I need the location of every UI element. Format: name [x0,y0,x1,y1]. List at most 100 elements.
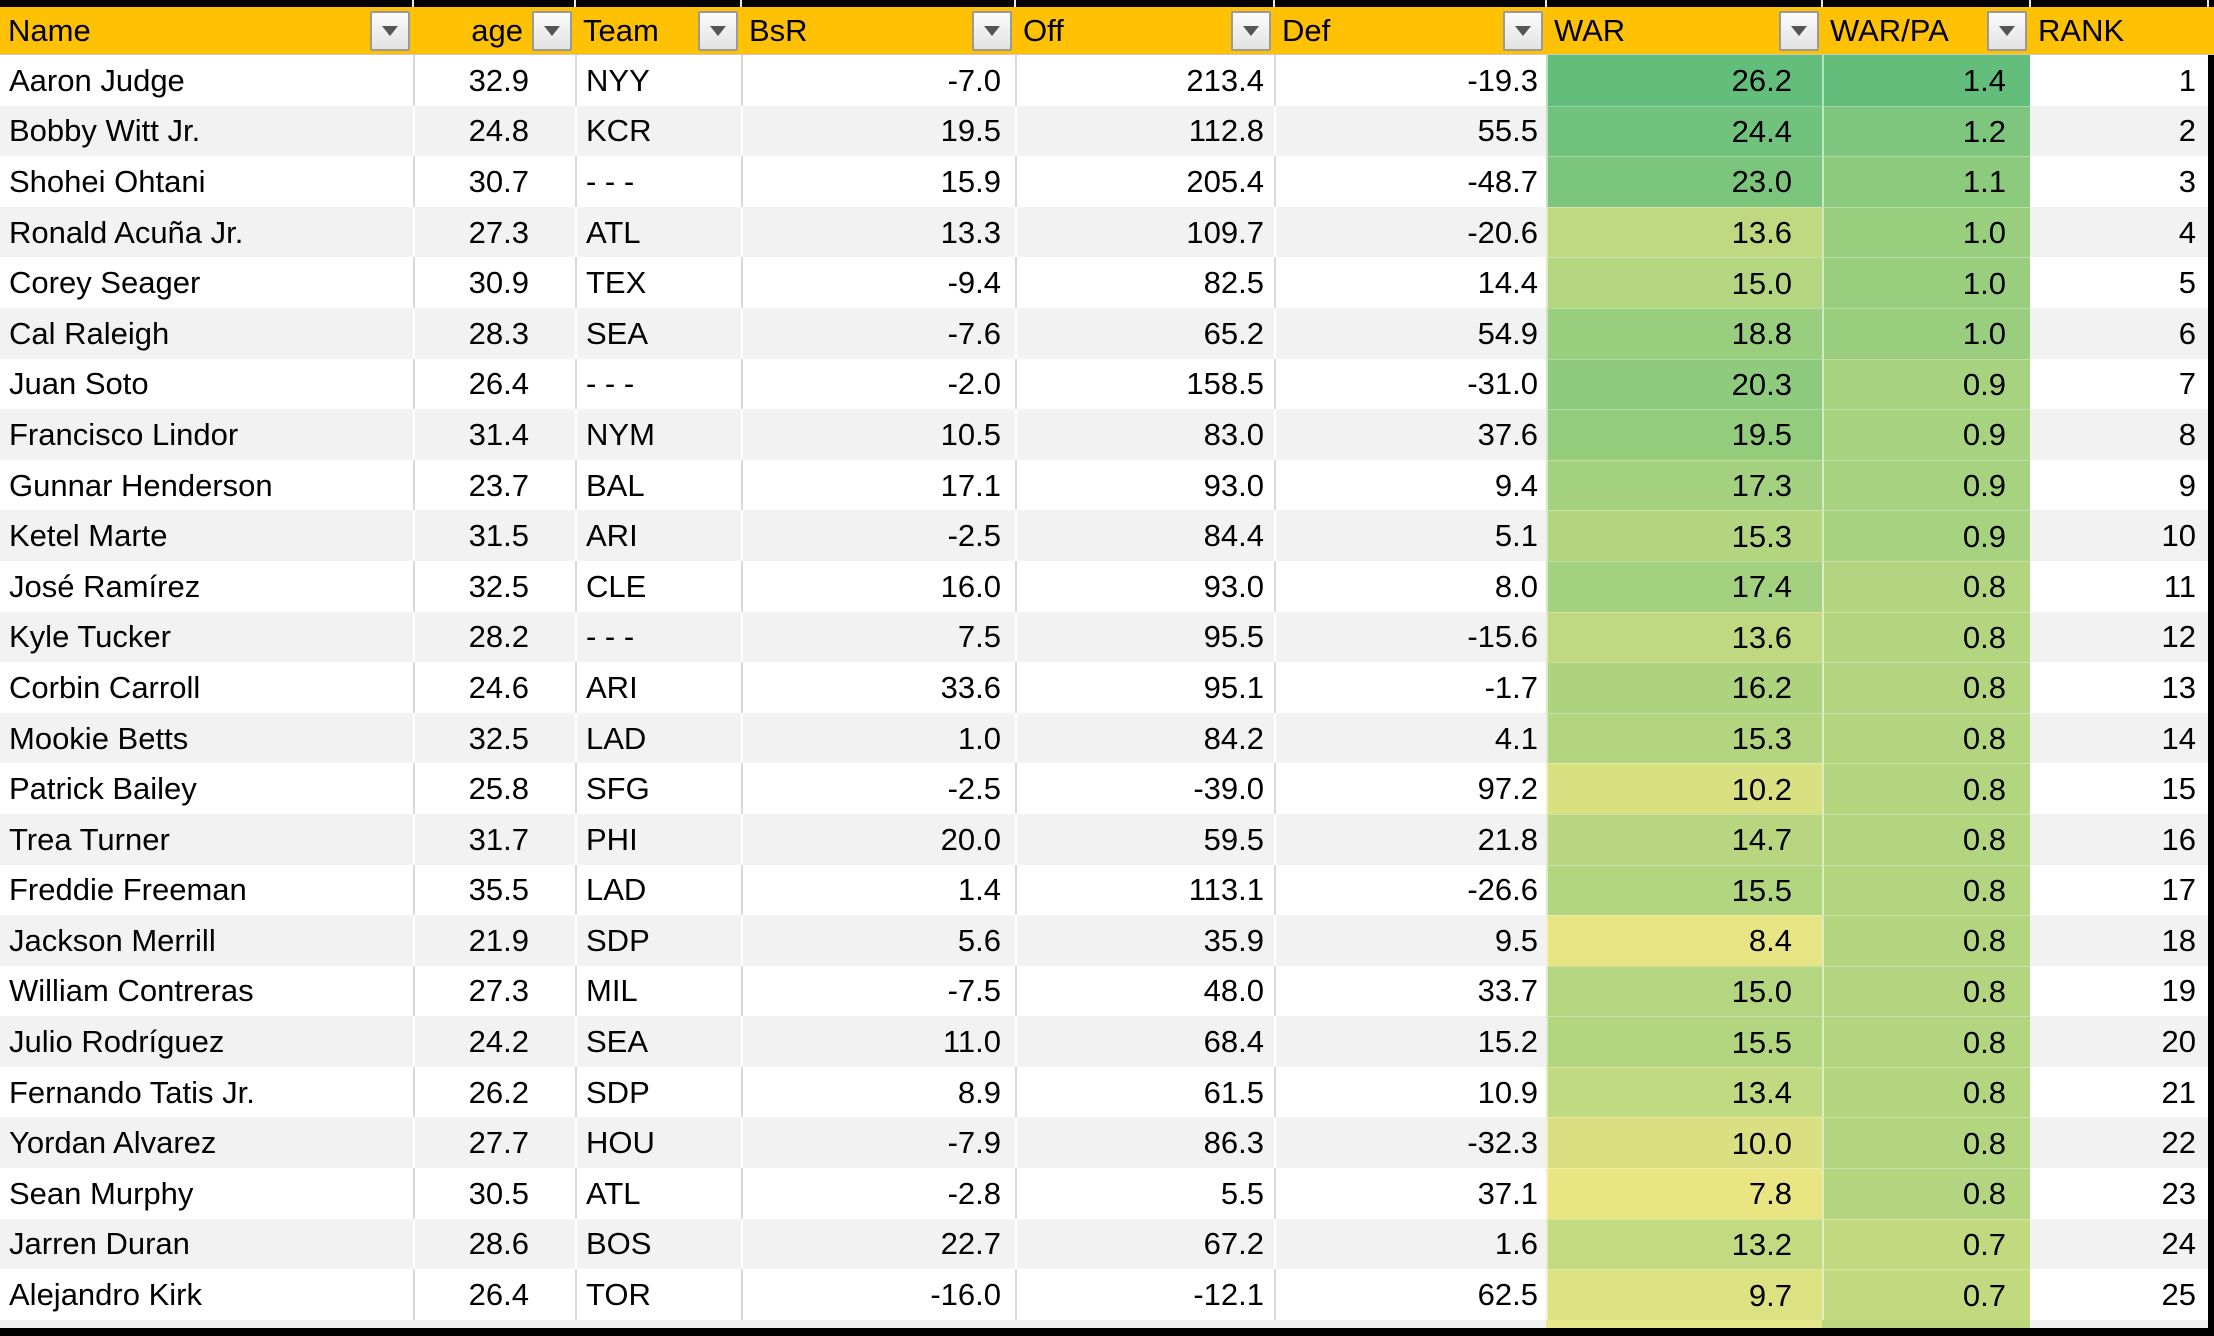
cell-bsr[interactable]: 16.0 [741,560,1015,612]
cell-bsr[interactable]: -2.8 [741,1168,1015,1219]
cell-bsr[interactable]: 19.5 [741,105,1015,157]
cell-name[interactable]: Mookie Betts [9,720,189,756]
cell-war[interactable]: 7.8 [1546,1168,1822,1219]
cell-off[interactable]: 93.0 [1015,560,1274,612]
cell-rank[interactable]: 10 [2161,518,2196,554]
cell-team[interactable]: BAL [575,459,741,511]
cell-team[interactable]: NYY [575,55,741,106]
header-cell-name[interactable]: Name [0,7,413,54]
cell-war[interactable]: 26.2 [1546,55,1822,106]
cell-war[interactable]: 8.4 [1546,915,1822,966]
cell-bsr[interactable]: -7.9 [741,1117,1015,1169]
cell-name[interactable]: Patrick Bailey [9,771,197,807]
filter-button-name[interactable] [370,10,410,51]
cell-def[interactable]: 21.8 [1274,813,1546,865]
cell-off[interactable]: 158.5 [1015,358,1274,410]
cell-name[interactable]: Yordan Alvarez [9,1125,217,1161]
cell-bsr[interactable]: -2.5 [741,763,1015,814]
cell-war[interactable]: 15.5 [1546,1016,1822,1067]
filter-button-team[interactable] [698,10,738,51]
cell-rank[interactable]: 2 [2178,113,2196,149]
cell-team[interactable]: SFG [575,763,741,814]
cell-def[interactable]: 8.0 [1274,560,1546,612]
cell-name[interactable]: Freddie Freeman [9,872,247,908]
cell-def[interactable]: 37.1 [1274,1168,1546,1219]
cell-war[interactable]: 13.6 [1546,206,1822,258]
cell-war_pa[interactable]: 0.8 [1822,712,2030,764]
cell-off[interactable]: 83.0 [1015,409,1274,460]
cell-team[interactable]: ATL [575,206,741,258]
cell-def[interactable]: 10.9 [1274,1066,1546,1118]
cell-war[interactable]: 18.8 [1546,307,1822,359]
cell-war[interactable]: 23.0 [1546,156,1822,207]
cell-rank[interactable]: 5 [2178,265,2196,301]
cell-rank[interactable]: 16 [2161,821,2196,857]
cell-age[interactable]: 31.7 [413,813,575,865]
cell-off[interactable]: 109.7 [1015,206,1274,258]
cell-def[interactable]: -1.7 [1274,662,1546,713]
cell-rank[interactable]: 21 [2161,1074,2196,1110]
cell-war[interactable]: 10.0 [1546,1117,1822,1169]
cell-age[interactable]: 27.7 [413,1117,575,1169]
cell-war[interactable]: 15.0 [1546,965,1822,1017]
filter-button-war[interactable] [1779,10,1819,51]
cell-age[interactable]: 31.4 [413,409,575,460]
cell-rank[interactable]: 4 [2178,214,2196,250]
cell-war_pa[interactable]: 0.8 [1822,1066,2030,1118]
filter-button-off[interactable] [1231,10,1271,51]
cell-bsr[interactable]: 5.6 [741,915,1015,966]
cell-name[interactable]: Alejandro Kirk [9,1277,202,1313]
header-cell-war[interactable]: WAR [1546,7,1822,54]
cell-team[interactable]: ARI [575,510,741,561]
cell-age[interactable]: 23.7 [413,459,575,511]
cell-war_pa[interactable]: 1.2 [1822,105,2030,157]
cell-off[interactable]: 59.5 [1015,813,1274,865]
cell-team[interactable]: ARI [575,662,741,713]
cell-war[interactable]: 13.2 [1546,1218,1822,1270]
cell-off[interactable]: 112.8 [1015,105,1274,157]
cell-bsr[interactable]: 10.5 [741,409,1015,460]
cell-war_pa[interactable]: 0.7 [1822,1269,2030,1320]
cell-war[interactable]: 10.2 [1546,763,1822,814]
cell-age[interactable]: 27.3 [413,206,575,258]
cell-war_pa[interactable]: 0.9 [1822,459,2030,511]
cell-def[interactable]: -26.6 [1274,864,1546,916]
header-cell-bsr[interactable]: BsR [741,7,1015,54]
cell-rank[interactable]: 7 [2178,366,2196,402]
cell-bsr[interactable]: 20.0 [741,813,1015,865]
cell-team[interactable]: HOU [575,1117,741,1169]
cell-def[interactable]: -32.3 [1274,1117,1546,1169]
cell-rank[interactable]: 23 [2161,1175,2196,1211]
cell-team[interactable]: SDP [575,915,741,966]
cell-age[interactable]: 35.5 [413,864,575,916]
cell-rank[interactable]: 11 [2163,568,2196,604]
cell-def[interactable]: -31.0 [1274,358,1546,410]
cell-off[interactable]: 113.1 [1015,864,1274,916]
cell-team[interactable]: LAD [575,712,741,764]
cell-rank[interactable]: 22 [2161,1125,2196,1161]
cell-bsr[interactable]: -7.6 [741,307,1015,359]
cell-war_pa[interactable]: 0.7 [1822,1218,2030,1270]
cell-name[interactable]: Gunnar Henderson [9,467,273,503]
cell-name[interactable]: Corey Seager [9,265,201,301]
cell-off[interactable]: 5.5 [1015,1168,1274,1219]
cell-war_pa[interactable]: 1.0 [1822,307,2030,359]
cell-off[interactable]: 48.0 [1015,965,1274,1017]
cell-rank[interactable]: 24 [2161,1226,2196,1262]
cell-name[interactable]: William Contreras [9,973,254,1009]
cell-rank[interactable]: 18 [2161,922,2196,958]
cell-bsr[interactable]: -16.0 [741,1269,1015,1320]
cell-def[interactable]: 54.9 [1274,307,1546,359]
cell-off[interactable]: 35.9 [1015,915,1274,966]
cell-age[interactable]: 21.9 [413,915,575,966]
cell-name[interactable]: Jarren Duran [9,1226,190,1262]
cell-name[interactable]: Corbin Carroll [9,669,201,705]
cell-rank[interactable]: 3 [2178,163,2196,199]
cell-name[interactable]: Trea Turner [9,821,170,857]
header-cell-age[interactable]: age [413,7,575,54]
cell-war[interactable]: 15.5 [1546,864,1822,916]
cell-team[interactable]: - - - [575,156,741,207]
cell-age[interactable]: 30.9 [413,257,575,308]
cell-war_pa[interactable]: 0.8 [1822,864,2030,916]
cell-war_pa[interactable]: 0.8 [1822,1168,2030,1219]
